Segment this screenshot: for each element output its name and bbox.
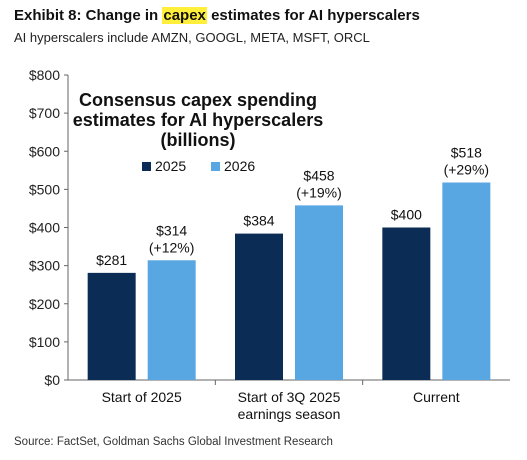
bar-2026-3 [442, 182, 491, 380]
x-category-label: Current [413, 389, 460, 405]
x-category-label: earnings season [238, 406, 341, 422]
bar-2026-2 [295, 205, 343, 380]
chart-title-line: estimates for AI hyperscalers [73, 110, 323, 130]
legend-swatch-2026 [211, 162, 220, 171]
y-tick-label: $300 [29, 258, 60, 274]
legend-label-2026: 2026 [224, 158, 255, 174]
exhibit-subtitle: AI hyperscalers include AMZN, GOOGL, MET… [14, 30, 370, 45]
chart-title-line: Consensus capex spending [79, 90, 317, 110]
data-label: (+19%) [296, 184, 342, 200]
data-label: (+12%) [149, 239, 195, 255]
data-label: $281 [96, 252, 127, 268]
y-tick-label: $100 [29, 334, 60, 350]
y-tick-label: $400 [29, 220, 60, 236]
y-tick-label: $800 [29, 67, 60, 83]
y-tick-label: $200 [29, 296, 60, 312]
source-note: Source: FactSet, Goldman Sachs Global In… [14, 436, 333, 448]
x-category-label: Start of 2025 [102, 389, 182, 405]
y-tick-label: $700 [29, 105, 60, 121]
data-label: $518 [451, 145, 482, 161]
data-label: (+29%) [444, 162, 490, 178]
x-category-label: Start of 3Q 2025 [238, 389, 341, 405]
legend-swatch-2025 [142, 162, 151, 171]
data-label: $458 [303, 167, 334, 183]
legend-label-2025: 2025 [155, 158, 186, 174]
exhibit-title-highlight: capex [162, 7, 207, 24]
data-label: $400 [391, 207, 422, 223]
bar-2025-2 [235, 233, 283, 380]
y-tick-label: $500 [29, 181, 60, 197]
chart-title-line: (billions) [161, 130, 236, 150]
exhibit-title: Exhibit 8: Change in capex estimates for… [14, 7, 420, 24]
y-tick-label: $600 [29, 143, 60, 159]
exhibit-title-prefix: Exhibit 8: Change in [14, 7, 163, 24]
y-tick-label: $0 [44, 372, 60, 388]
data-label: $384 [243, 213, 274, 229]
bar-2025-3 [382, 227, 431, 380]
bar-2025-1 [87, 272, 136, 380]
exhibit-title-suffix: estimates for AI hyperscalers [206, 7, 420, 24]
bar-2026-1 [147, 260, 196, 380]
data-label: $314 [156, 222, 187, 238]
